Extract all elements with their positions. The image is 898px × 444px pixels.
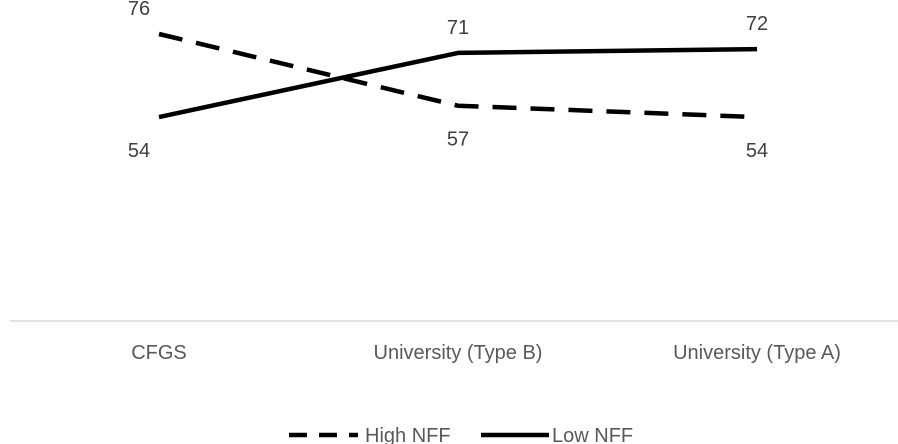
low-nff-data-label: 54	[128, 140, 150, 162]
low-nff-series-line	[158, 46, 758, 120]
high-nff-data-label: 54	[746, 140, 768, 162]
low-nff-data-label: 72	[746, 13, 768, 35]
data-label-layer: 76 57 54 54 71 72	[128, 0, 768, 162]
series-layer	[158, 31, 758, 120]
x-tick-label: CFGS	[131, 342, 187, 364]
legend: High NFF Low NFF	[289, 425, 633, 444]
high-nff-data-label: 76	[128, 0, 150, 20]
low-nff-legend-label: Low NFF	[552, 425, 633, 444]
high-nff-data-label: 57	[447, 129, 469, 151]
x-tick-label: University (Type A)	[673, 342, 841, 364]
low-nff-data-label: 71	[447, 17, 469, 39]
high-nff-legend-label: High NFF	[365, 425, 451, 444]
high-nff-series-line	[158, 31, 758, 120]
x-tick-labels: CFGS University (Type B) University (Type …	[131, 342, 841, 364]
x-tick-label: University (Type B)	[374, 342, 543, 364]
